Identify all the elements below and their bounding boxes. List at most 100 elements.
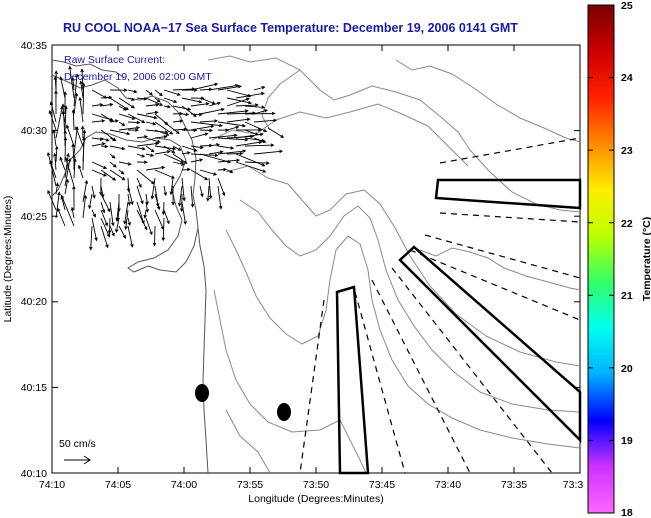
current-vector-arrow <box>118 169 125 175</box>
current-vector-arrow <box>123 201 129 225</box>
current-vector-arrow <box>253 137 267 143</box>
map-title: RU COOL NOAA−17 Sea Surface Temperature:… <box>63 21 518 35</box>
current-vector-arrow <box>190 185 195 208</box>
current-vector-arrow <box>154 121 174 135</box>
current-vector-arrow <box>136 135 148 139</box>
current-vector-arrow <box>199 169 218 176</box>
y-tick-label: 40:30 <box>21 125 47 137</box>
current-vector-arrow <box>253 149 284 155</box>
current-vector-arrow <box>217 167 228 172</box>
current-vector-arrow <box>48 109 57 131</box>
current-vector-arrow <box>145 137 161 144</box>
current-vector-arrow <box>235 103 259 107</box>
current-vector-arrow <box>199 119 218 123</box>
current-vector-arrow <box>100 217 111 238</box>
current-vector-arrow <box>59 156 66 171</box>
y-tick-label: 40:20 <box>21 296 47 308</box>
current-vector-arrow <box>127 185 134 206</box>
current-vector-arrow <box>68 65 75 99</box>
current-vector-arrow <box>118 113 136 120</box>
current-vector-arrow <box>109 145 126 151</box>
current-vector-arrow <box>172 119 184 123</box>
current-vector-arrow <box>109 225 115 237</box>
current-vector-arrow <box>163 104 171 109</box>
current-vector-arrow <box>145 89 153 96</box>
current-vector-arrow <box>109 161 117 168</box>
current-vector-arrow <box>100 201 106 214</box>
current-vector-arrow <box>154 135 168 139</box>
current-vector-arrow <box>253 85 266 91</box>
current-vector-arrow <box>172 161 186 166</box>
radar-beam-east <box>434 178 582 210</box>
current-vector-arrow <box>154 145 177 151</box>
current-vector-arrow <box>190 153 219 158</box>
current-vector-arrow <box>91 169 108 177</box>
current-vector-arrow <box>118 121 126 127</box>
current-vector-arrow <box>118 97 135 109</box>
current-vector-arrow <box>226 97 252 105</box>
current-vector-arrow <box>145 129 169 134</box>
current-vector-arrow <box>127 217 131 227</box>
x-tick-label: 73:35 <box>501 479 527 491</box>
current-vector-arrow <box>47 189 57 211</box>
colorbar-ticks <box>588 4 614 514</box>
x-tick-label: 73:45 <box>369 479 395 491</box>
current-vector-arrow <box>154 169 176 179</box>
current-vector-arrow <box>190 102 210 107</box>
current-vector-arrow <box>181 167 191 172</box>
current-vector-arrow <box>163 97 178 104</box>
y-tick-label: 40:35 <box>21 40 47 52</box>
contour-lines <box>207 55 581 474</box>
current-vector-arrow <box>100 102 114 107</box>
scale-arrow <box>64 455 91 465</box>
current-vector-arrow <box>190 82 219 91</box>
current-vector-arrow <box>118 161 132 166</box>
current-vector-arrow <box>235 91 265 99</box>
current-vector-arrow <box>88 193 93 210</box>
current-vector-arrow <box>217 128 230 132</box>
current-vector-arrow <box>127 145 146 151</box>
current-vector-arrow <box>244 105 266 110</box>
current-vector-arrow <box>145 110 159 115</box>
current-vector-arrow <box>49 101 57 123</box>
current-vector-arrow <box>190 145 204 150</box>
coastline <box>51 59 209 474</box>
current-vector-arrow <box>46 151 57 187</box>
current-vector-arrow <box>177 185 183 207</box>
current-vector-arrow <box>226 125 240 131</box>
current-vector-arrow <box>127 113 146 123</box>
current-vector-arrow <box>109 169 126 181</box>
current-vector-arrow <box>163 145 176 154</box>
current-vector-arrow <box>127 193 131 206</box>
current-vector-arrow <box>235 153 266 167</box>
current-vector-arrow <box>145 121 157 126</box>
current-vector-arrow <box>244 161 270 165</box>
current-vector-arrow <box>107 217 112 235</box>
current-vector-arrow <box>190 169 209 181</box>
current-vector-arrow <box>190 132 209 139</box>
current-vector-arrow <box>100 169 117 181</box>
surface-current-vectors <box>46 65 285 251</box>
current-vector-arrow <box>89 225 93 251</box>
colorbar-tick-label: 19 <box>621 435 633 447</box>
x-tick-labels: 74:10 74:05 74:00 73:55 73:50 73:45 73:4… <box>39 479 584 491</box>
current-vector-arrow <box>82 194 88 219</box>
current-vector-arrow <box>100 193 111 213</box>
current-vector-arrow <box>235 132 264 139</box>
current-vector-arrow <box>235 161 267 173</box>
current-vector-arrow <box>150 177 156 200</box>
y-tick-label: 40:10 <box>21 468 47 480</box>
current-vector-arrow <box>91 161 108 169</box>
y-axis-label: Latitude (Degrees:Minutes) <box>2 196 14 323</box>
x-tick-label: 74:10 <box>39 479 65 491</box>
current-vector-arrow <box>100 144 109 149</box>
radar-beam-southeast <box>398 245 582 444</box>
y-tick-label: 40:15 <box>21 382 47 394</box>
annotation-line-2: December 19, 2006 02:00 GMT <box>64 71 212 83</box>
current-vector-arrow <box>64 105 68 131</box>
current-vector-arrow <box>136 153 146 158</box>
current-vector-arrow <box>226 89 252 98</box>
current-vector-arrow <box>91 217 98 242</box>
current-vector-arrow <box>199 107 226 115</box>
current-vector-arrow <box>81 82 86 115</box>
